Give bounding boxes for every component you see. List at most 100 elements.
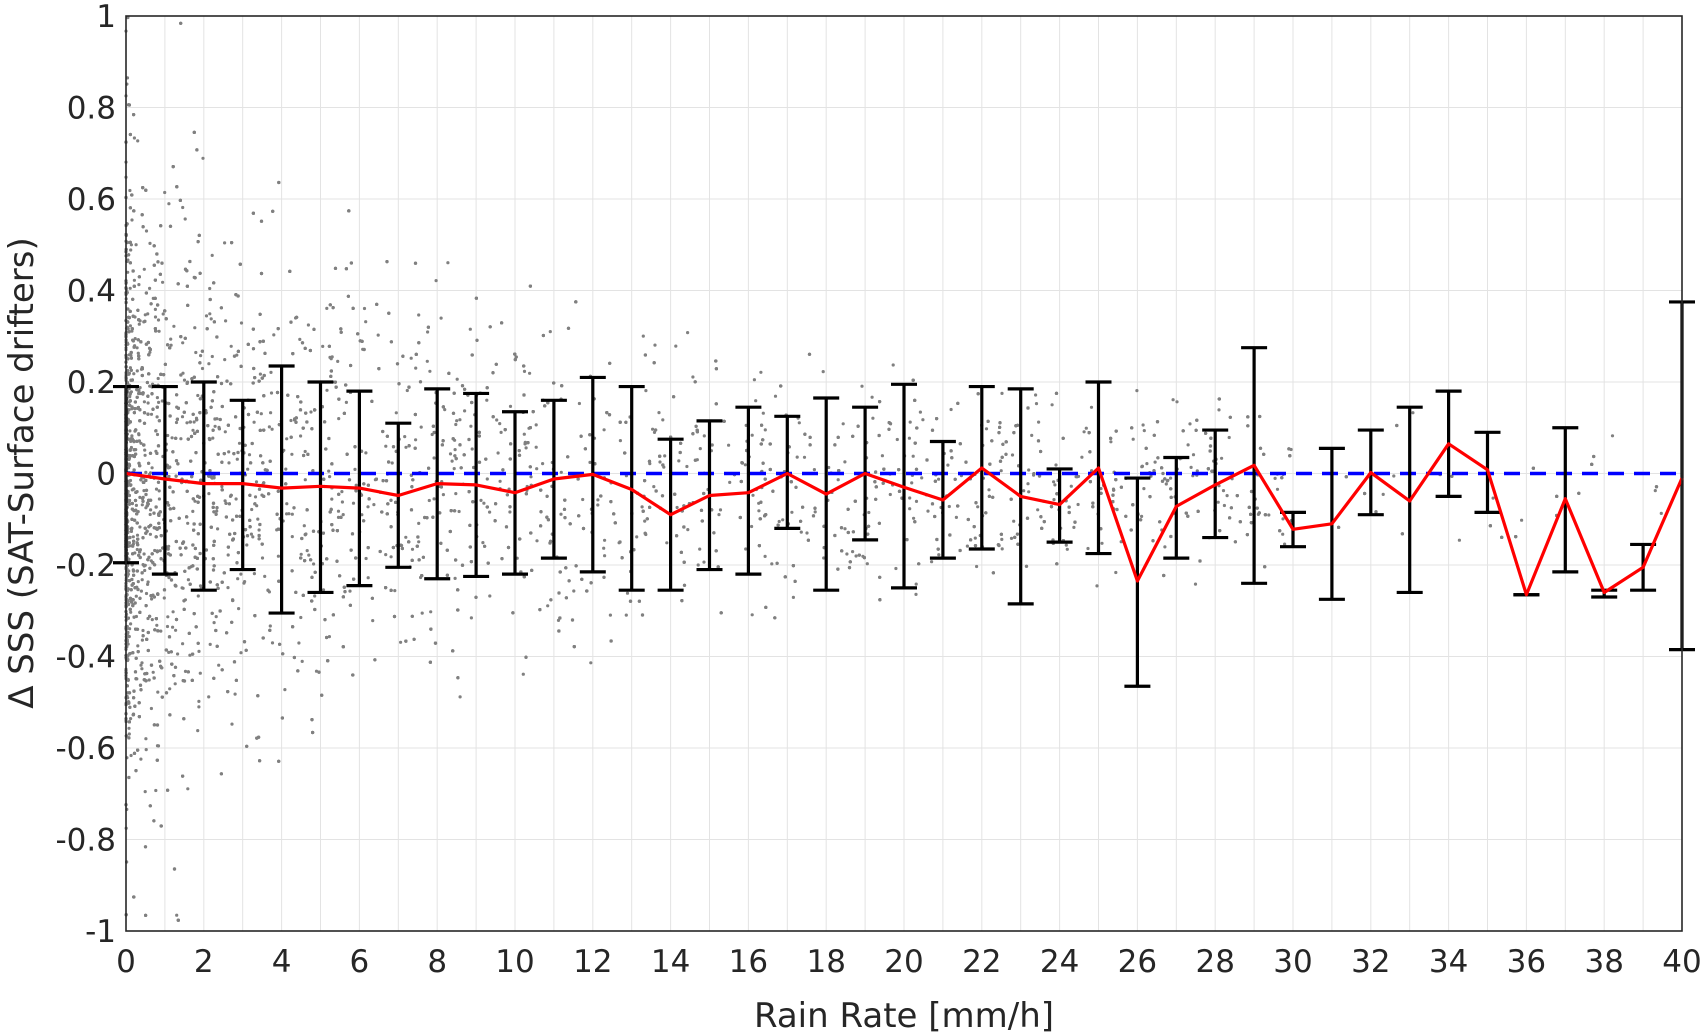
scatter-point <box>142 400 146 404</box>
scatter-point <box>290 535 294 539</box>
scatter-point <box>477 460 482 464</box>
scatter-point <box>130 218 134 222</box>
scatter-point <box>139 757 143 761</box>
scatter-point <box>1191 453 1196 457</box>
scatter-point <box>482 501 486 505</box>
scatter-point <box>233 692 237 696</box>
scatter-point <box>350 532 355 536</box>
scatter-point <box>134 503 138 507</box>
scatter-point <box>252 572 256 576</box>
scatter-point <box>564 596 569 600</box>
scatter-point <box>135 395 139 399</box>
scatter-point <box>216 527 220 531</box>
scatter-point <box>499 430 503 434</box>
scatter-point <box>132 468 136 472</box>
scatter-point <box>155 723 160 727</box>
scatter-point <box>285 437 289 441</box>
scatter-point <box>289 320 293 324</box>
scatter-point <box>1280 476 1284 480</box>
scatter-point <box>1381 492 1385 496</box>
scatter-point <box>481 541 485 545</box>
scatter-point <box>694 424 698 428</box>
scatter-point <box>548 330 552 334</box>
scatter-point <box>157 329 161 333</box>
scatter-point <box>1131 437 1135 441</box>
scatter-point <box>155 432 160 437</box>
scatter-point <box>1275 487 1280 491</box>
scatter-point <box>340 490 344 494</box>
scatter-point <box>851 550 855 554</box>
scatter-point <box>305 549 309 553</box>
scatter-point <box>456 676 460 680</box>
scatter-point <box>851 530 856 534</box>
scatter-point <box>847 566 852 570</box>
scatter-point <box>157 400 161 404</box>
scatter-point <box>126 678 130 682</box>
scatter-point <box>362 306 367 311</box>
scatter-point <box>191 652 195 656</box>
scatter-point <box>181 341 185 345</box>
scatter-point <box>395 362 400 366</box>
scatter-point <box>691 375 695 379</box>
scatter-point <box>1592 454 1596 459</box>
scatter-point <box>999 469 1003 473</box>
scatter-point <box>799 530 803 534</box>
scatter-point <box>148 350 152 354</box>
scatter-point <box>269 391 274 395</box>
scatter-point <box>200 349 204 353</box>
scatter-point <box>174 628 178 632</box>
scatter-point <box>134 677 138 681</box>
scatter-point <box>312 562 316 566</box>
scatter-point <box>180 415 185 419</box>
scatter-point <box>894 566 898 571</box>
scatter-point <box>881 481 885 485</box>
scatter-point <box>223 358 227 362</box>
scatter-point <box>364 556 368 561</box>
scatter-point <box>158 549 162 553</box>
scatter-point <box>653 343 657 347</box>
scatter-point <box>186 787 190 791</box>
scatter-point <box>452 467 456 471</box>
scatter-point <box>227 450 231 454</box>
scatter-point <box>1054 463 1058 467</box>
scatter-point <box>364 320 368 324</box>
scatter-point <box>663 454 667 458</box>
scatter-point <box>137 357 141 361</box>
scatter-point <box>463 409 467 413</box>
scatter-point <box>998 425 1002 429</box>
scatter-point <box>680 599 684 603</box>
scatter-point <box>387 311 391 315</box>
scatter-point <box>141 495 145 499</box>
scatter-point <box>1491 496 1495 500</box>
scatter-point <box>127 775 131 780</box>
scatter-point <box>1034 393 1038 397</box>
scatter-point <box>214 615 218 619</box>
scatter-point <box>232 354 237 358</box>
scatter-point <box>1141 423 1145 427</box>
scatter-point <box>181 586 185 590</box>
scatter-point <box>348 589 352 593</box>
scatter-point <box>1175 400 1179 404</box>
scatter-point <box>211 436 215 440</box>
scatter-point <box>1186 443 1190 447</box>
scatter-point <box>618 439 623 443</box>
scatter-point <box>139 441 143 445</box>
scatter-point <box>538 608 542 612</box>
scatter-point <box>1216 500 1220 504</box>
scatter-point <box>327 635 331 639</box>
scatter-point <box>678 450 682 455</box>
scatter-point <box>495 418 499 422</box>
scatter-point <box>453 448 457 452</box>
scatter-point <box>1392 474 1396 478</box>
scatter-point <box>454 457 458 461</box>
scatter-point <box>168 687 172 691</box>
scatter-point <box>390 461 394 465</box>
scatter-point <box>366 505 370 509</box>
scatter-point <box>364 451 368 455</box>
scatter-point <box>471 500 475 504</box>
scatter-point <box>171 490 175 494</box>
scatter-point <box>320 693 324 697</box>
scatter-point <box>149 508 153 512</box>
scatter-point <box>157 419 161 423</box>
scatter-point <box>674 344 678 348</box>
